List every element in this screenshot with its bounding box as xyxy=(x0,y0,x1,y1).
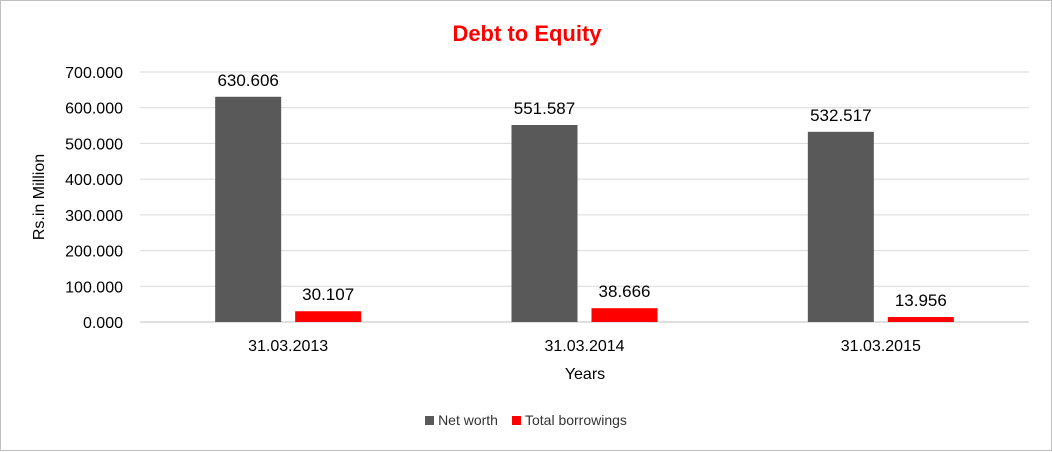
bar-total-borrowings xyxy=(591,308,658,322)
legend-label-total-borrowings: Total borrowings xyxy=(524,412,627,428)
legend: Net worth Total borrowings xyxy=(0,412,1052,428)
bar-net-worth xyxy=(215,96,282,322)
data-label: 532.517 xyxy=(810,106,871,125)
legend-item-net-worth: Net worth xyxy=(425,412,498,428)
y-tick-label: 500.000 xyxy=(65,136,123,153)
legend-item-total-borrowings: Total borrowings xyxy=(511,412,627,428)
bar-net-worth xyxy=(511,125,578,323)
data-label: 13.956 xyxy=(895,291,947,310)
y-tick-label: 0.000 xyxy=(83,315,123,332)
legend-swatch-total-borrowings xyxy=(511,415,521,425)
bar-total-borrowings xyxy=(295,311,362,322)
bar-net-worth xyxy=(807,131,874,322)
y-tick-label: 600.000 xyxy=(65,101,123,118)
y-tick-label: 400.000 xyxy=(65,172,123,189)
x-tick-label: 31.03.2013 xyxy=(248,338,328,355)
bar-total-borrowings xyxy=(887,317,954,322)
y-tick-label: 300.000 xyxy=(65,208,123,225)
y-tick-label: 700.000 xyxy=(65,65,123,82)
data-label: 551.587 xyxy=(514,99,575,118)
legend-label-net-worth: Net worth xyxy=(438,412,498,428)
data-label: 630.606 xyxy=(217,71,278,90)
x-tick-label: 31.03.2014 xyxy=(544,338,624,355)
y-axis-title: Rs.in Million xyxy=(31,154,48,240)
y-tick-label: 200.000 xyxy=(65,244,123,261)
legend-swatch-net-worth xyxy=(425,415,435,425)
chart-title: Debt to Equity xyxy=(452,21,602,46)
data-label: 38.666 xyxy=(599,282,651,301)
x-tick-label: 31.03.2015 xyxy=(841,338,921,355)
x-axis-title: Years xyxy=(565,366,605,383)
y-tick-label: 100.000 xyxy=(65,279,123,296)
data-label: 30.107 xyxy=(302,285,354,304)
